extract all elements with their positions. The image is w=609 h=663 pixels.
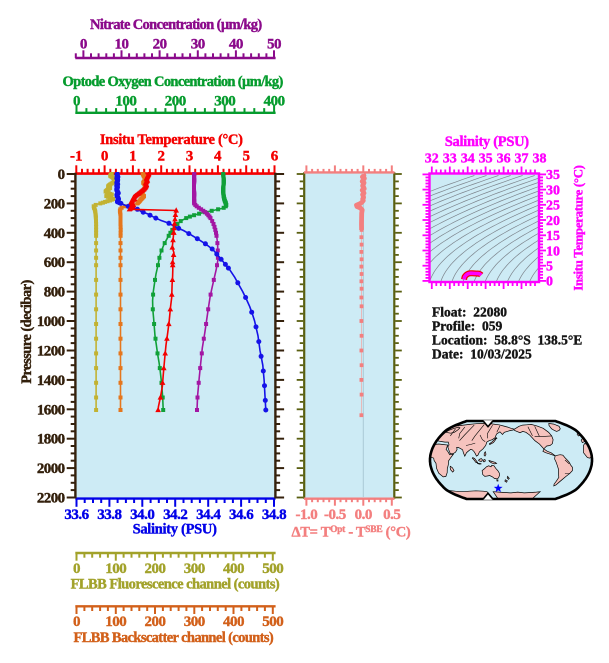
- svg-text:Profile: 059: Profile: 059: [432, 319, 502, 334]
- svg-text:34.8: 34.8: [262, 507, 286, 523]
- svg-text:300: 300: [214, 94, 235, 110]
- svg-text:Salinity (PSU): Salinity (PSU): [133, 522, 217, 538]
- svg-text:Salinity (PSU): Salinity (PSU): [445, 134, 529, 150]
- svg-text:30: 30: [191, 37, 205, 53]
- svg-text:Insitu Temperature (°C): Insitu Temperature (°C): [100, 132, 243, 148]
- svg-text:0: 0: [58, 167, 65, 183]
- svg-text:32: 32: [425, 152, 439, 167]
- svg-text:1: 1: [129, 149, 137, 165]
- svg-text:15: 15: [546, 229, 560, 244]
- svg-text:100: 100: [105, 561, 126, 577]
- svg-text:1400: 1400: [37, 373, 65, 389]
- svg-text:5: 5: [242, 149, 250, 165]
- svg-text:500: 500: [262, 561, 283, 577]
- svg-text:Pressure (decibar): Pressure (decibar): [19, 280, 35, 384]
- svg-text:10: 10: [115, 37, 129, 53]
- svg-text:33.8: 33.8: [97, 507, 121, 523]
- svg-text:FLBB Backscatter channel (coun: FLBB Backscatter channel (counts): [74, 630, 274, 646]
- svg-text:300: 300: [184, 614, 205, 630]
- svg-text:34.6: 34.6: [229, 507, 254, 523]
- svg-text:200: 200: [145, 561, 166, 577]
- svg-text:200: 200: [145, 614, 166, 630]
- svg-text:800: 800: [44, 285, 65, 301]
- svg-text:0: 0: [73, 614, 80, 630]
- svg-text:1200: 1200: [37, 344, 65, 360]
- svg-text:Insitu Temperature (°C): Insitu Temperature (°C): [572, 165, 586, 290]
- svg-text:400: 400: [264, 94, 285, 110]
- svg-text:0: 0: [73, 561, 80, 577]
- svg-text:500: 500: [262, 614, 283, 630]
- svg-text:Nitrate Concentration (µm/kg): Nitrate Concentration (µm/kg): [90, 17, 262, 33]
- svg-text:0.5: 0.5: [383, 507, 400, 523]
- svg-text:4: 4: [214, 149, 222, 165]
- svg-text:35: 35: [479, 152, 493, 167]
- svg-text:1800: 1800: [37, 432, 65, 448]
- svg-text:3: 3: [186, 149, 194, 165]
- svg-text:2000: 2000: [37, 461, 65, 477]
- svg-text:0: 0: [101, 149, 109, 165]
- svg-text:400: 400: [223, 561, 244, 577]
- svg-text:33: 33: [443, 152, 457, 167]
- svg-text:35: 35: [546, 168, 560, 183]
- svg-text:0: 0: [80, 37, 87, 53]
- svg-text:34.0: 34.0: [130, 507, 154, 523]
- svg-text:400: 400: [223, 614, 244, 630]
- svg-text:6: 6: [271, 149, 279, 165]
- svg-text:Date: 10/03/2025: Date: 10/03/2025: [432, 347, 532, 362]
- svg-text:25: 25: [546, 199, 560, 214]
- svg-text:300: 300: [184, 561, 205, 577]
- svg-text:1600: 1600: [37, 402, 65, 418]
- svg-text:-1.0: -1.0: [296, 507, 318, 523]
- svg-text:Optode Oxygen Concentration (µ: Optode Oxygen Concentration (µm/kg): [63, 74, 284, 90]
- svg-text:34.2: 34.2: [163, 507, 187, 523]
- svg-text:0: 0: [73, 94, 80, 110]
- svg-text:0.0: 0.0: [355, 507, 372, 523]
- svg-text:FLBB Fluorescence channel (cou: FLBB Fluorescence channel (counts): [71, 577, 280, 593]
- svg-text:2: 2: [157, 149, 165, 165]
- svg-text:37: 37: [515, 152, 529, 167]
- svg-text:40: 40: [229, 37, 243, 53]
- svg-text:0: 0: [546, 275, 553, 290]
- svg-text:-1: -1: [70, 149, 83, 165]
- svg-text:200: 200: [165, 94, 186, 110]
- svg-text:36: 36: [497, 152, 511, 167]
- svg-text:38: 38: [533, 152, 547, 167]
- svg-text:-0.5: -0.5: [324, 507, 346, 523]
- svg-text:Float: 22080: Float: 22080: [432, 305, 507, 320]
- svg-text:1000: 1000: [37, 314, 65, 330]
- svg-text:20: 20: [546, 214, 560, 229]
- svg-text:ΔT= TOpt - TSBE (°C): ΔT= TOpt - TSBE (°C): [292, 525, 411, 541]
- svg-text:Location: 58.8°S 138.5°E: Location: 58.8°S 138.5°E: [432, 333, 582, 348]
- svg-text:34: 34: [461, 152, 475, 167]
- svg-text:5: 5: [546, 260, 553, 275]
- svg-text:33.6: 33.6: [64, 507, 89, 523]
- svg-text:400: 400: [44, 226, 65, 242]
- svg-text:50: 50: [267, 37, 281, 53]
- svg-text:100: 100: [115, 94, 136, 110]
- svg-text:30: 30: [546, 183, 560, 198]
- svg-text:10: 10: [546, 244, 560, 259]
- svg-text:600: 600: [44, 255, 65, 271]
- svg-text:34.4: 34.4: [196, 507, 221, 523]
- svg-text:100: 100: [105, 614, 126, 630]
- svg-text:20: 20: [153, 37, 167, 53]
- svg-text:200: 200: [44, 196, 65, 212]
- svg-text:2200: 2200: [37, 491, 65, 507]
